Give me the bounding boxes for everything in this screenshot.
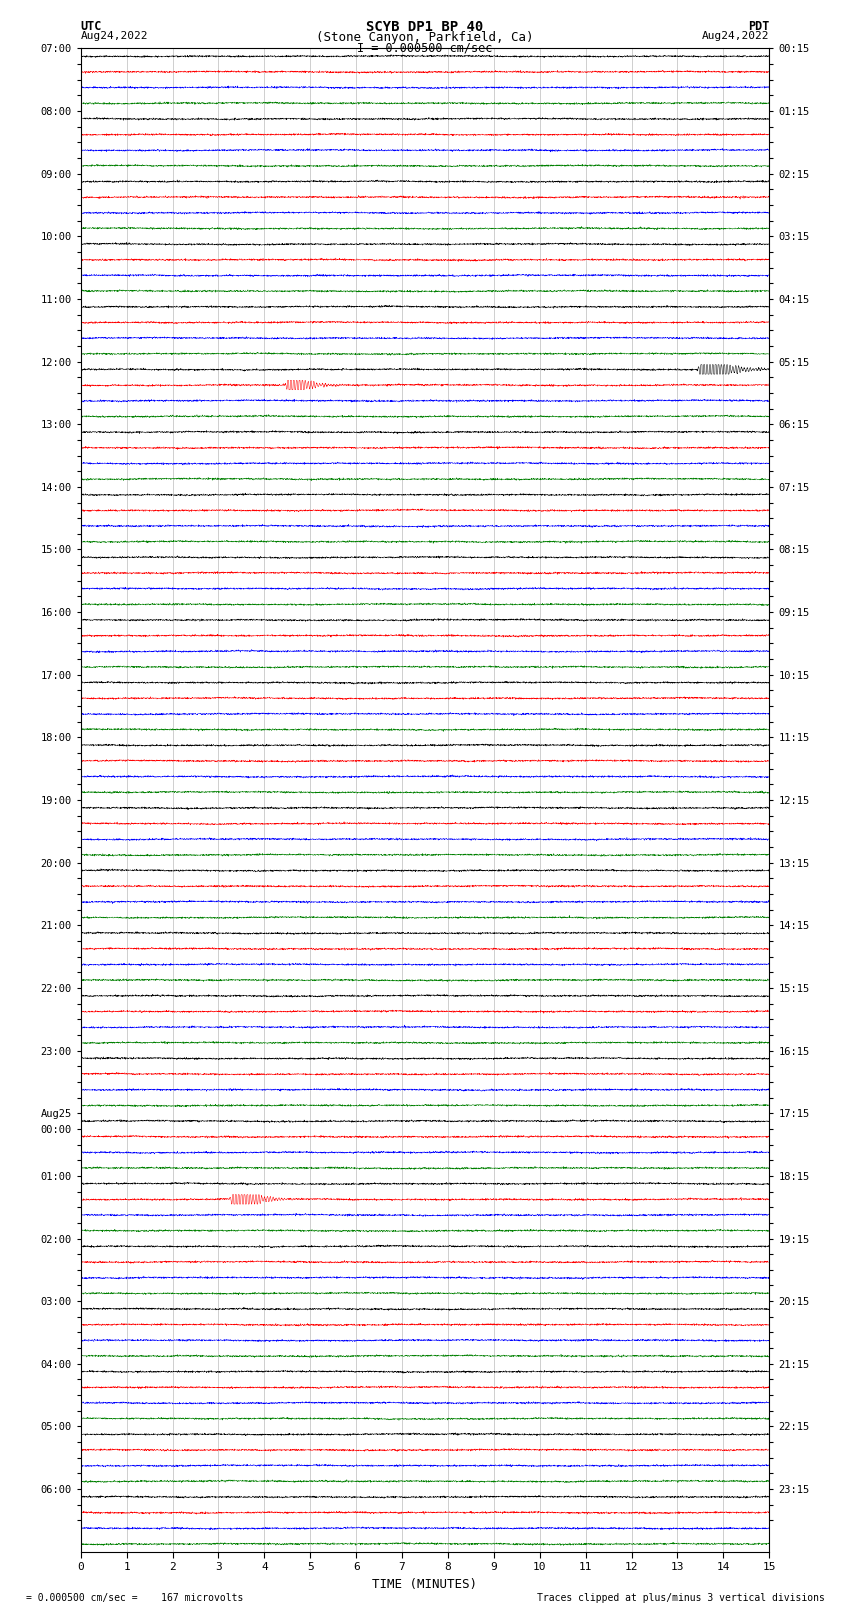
Text: SCYB DP1 BP 40: SCYB DP1 BP 40 — [366, 19, 484, 34]
Text: Aug24,2022: Aug24,2022 — [702, 31, 769, 40]
Text: UTC: UTC — [81, 19, 102, 34]
X-axis label: TIME (MINUTES): TIME (MINUTES) — [372, 1578, 478, 1590]
Text: Traces clipped at plus/minus 3 vertical divisions: Traces clipped at plus/minus 3 vertical … — [536, 1594, 824, 1603]
Text: I = 0.000500 cm/sec: I = 0.000500 cm/sec — [357, 40, 493, 55]
Text: Aug24,2022: Aug24,2022 — [81, 31, 148, 40]
Text: PDT: PDT — [748, 19, 769, 34]
Text: (Stone Canyon, Parkfield, Ca): (Stone Canyon, Parkfield, Ca) — [316, 31, 534, 44]
Text: = 0.000500 cm/sec =    167 microvolts: = 0.000500 cm/sec = 167 microvolts — [26, 1594, 243, 1603]
